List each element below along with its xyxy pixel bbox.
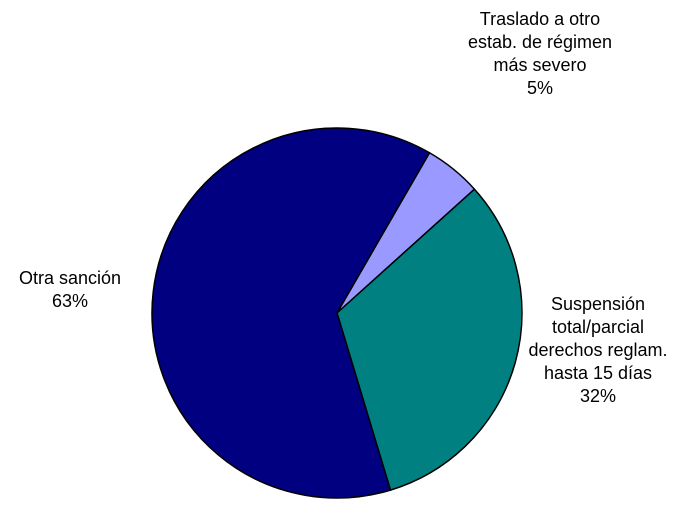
value-label: 5% bbox=[526, 78, 553, 98]
pie-slice bbox=[336, 188, 523, 491]
category-label: Otra sanción bbox=[18, 268, 122, 288]
category-label: Traslado a otro estab. de régimen más se… bbox=[467, 9, 613, 75]
value-label: 63% bbox=[51, 291, 89, 311]
slice-label: Otra sanción 63% bbox=[0, 267, 140, 313]
slice-label: Traslado a otro estab. de régimen más se… bbox=[460, 8, 620, 100]
slice-label: Suspensión total/parcial derechos reglam… bbox=[528, 293, 668, 408]
category-label: Suspensión total/parcial derechos reglam… bbox=[528, 294, 668, 383]
value-label: 32% bbox=[579, 386, 617, 406]
pie-slice bbox=[151, 127, 431, 499]
